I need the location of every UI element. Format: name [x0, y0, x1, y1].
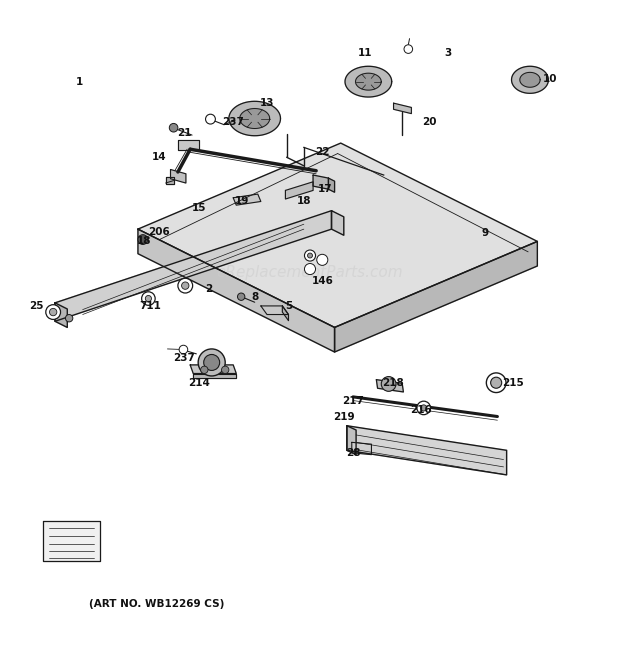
- Polygon shape: [138, 143, 538, 327]
- Circle shape: [179, 345, 188, 354]
- Circle shape: [404, 45, 413, 54]
- Polygon shape: [345, 66, 392, 97]
- Polygon shape: [347, 426, 507, 475]
- Text: 22: 22: [315, 147, 330, 157]
- Polygon shape: [512, 66, 549, 93]
- Polygon shape: [170, 169, 186, 183]
- Text: 214: 214: [188, 377, 210, 388]
- Polygon shape: [394, 103, 412, 114]
- Polygon shape: [166, 177, 174, 184]
- Polygon shape: [261, 306, 288, 315]
- Polygon shape: [332, 211, 344, 235]
- Polygon shape: [233, 194, 261, 205]
- Circle shape: [206, 114, 215, 124]
- Text: 20: 20: [423, 116, 437, 127]
- Text: 17: 17: [318, 184, 333, 194]
- Polygon shape: [55, 211, 332, 321]
- Circle shape: [178, 278, 193, 293]
- Circle shape: [486, 373, 506, 393]
- Text: 711: 711: [140, 301, 161, 311]
- Text: 237: 237: [173, 353, 195, 363]
- Text: 9: 9: [482, 229, 489, 239]
- Text: 146: 146: [311, 276, 333, 286]
- Polygon shape: [329, 178, 335, 192]
- Polygon shape: [240, 108, 270, 128]
- Circle shape: [66, 315, 73, 322]
- Text: 18: 18: [137, 237, 151, 247]
- Circle shape: [141, 292, 155, 305]
- Circle shape: [308, 253, 312, 258]
- Polygon shape: [347, 426, 356, 455]
- Circle shape: [46, 305, 61, 319]
- Text: 11: 11: [358, 48, 373, 58]
- Text: 10: 10: [542, 73, 557, 83]
- Polygon shape: [355, 73, 381, 90]
- Text: 5: 5: [285, 301, 292, 311]
- Polygon shape: [313, 175, 329, 189]
- Circle shape: [420, 405, 427, 411]
- Text: 18: 18: [296, 196, 311, 206]
- Text: 1: 1: [76, 77, 83, 87]
- Text: 25: 25: [29, 301, 44, 311]
- Polygon shape: [335, 241, 538, 352]
- Text: 3: 3: [445, 48, 452, 58]
- Circle shape: [204, 354, 219, 370]
- Polygon shape: [352, 442, 371, 455]
- Circle shape: [317, 254, 328, 265]
- Text: 215: 215: [502, 377, 524, 388]
- Polygon shape: [178, 140, 200, 151]
- Polygon shape: [55, 303, 68, 327]
- Text: 8: 8: [251, 292, 259, 301]
- Text: 21: 21: [177, 128, 192, 137]
- Circle shape: [304, 250, 316, 261]
- Text: 28: 28: [346, 448, 360, 458]
- Polygon shape: [190, 365, 236, 373]
- Circle shape: [138, 235, 148, 245]
- Text: 216: 216: [410, 405, 432, 415]
- Circle shape: [221, 366, 229, 373]
- Text: 237: 237: [222, 116, 244, 127]
- Circle shape: [198, 349, 225, 376]
- Text: 219: 219: [333, 412, 355, 422]
- Circle shape: [417, 401, 430, 414]
- Polygon shape: [229, 101, 280, 136]
- Text: 206: 206: [149, 227, 170, 237]
- Polygon shape: [520, 72, 540, 87]
- Text: 15: 15: [192, 203, 206, 213]
- Polygon shape: [285, 182, 313, 199]
- Text: eReplacementParts.com: eReplacementParts.com: [216, 264, 404, 280]
- Polygon shape: [193, 373, 236, 379]
- Text: 2: 2: [205, 284, 212, 293]
- Circle shape: [50, 309, 57, 316]
- Circle shape: [169, 124, 178, 132]
- Circle shape: [145, 295, 151, 301]
- Polygon shape: [282, 306, 288, 321]
- Polygon shape: [376, 379, 404, 392]
- Circle shape: [304, 264, 316, 274]
- Circle shape: [490, 377, 502, 388]
- Polygon shape: [43, 521, 100, 561]
- Circle shape: [381, 377, 396, 391]
- Circle shape: [201, 366, 208, 373]
- Polygon shape: [138, 229, 335, 352]
- Text: 218: 218: [382, 377, 404, 388]
- Text: 19: 19: [235, 196, 250, 206]
- Circle shape: [237, 293, 245, 300]
- Text: 217: 217: [342, 396, 364, 406]
- Circle shape: [182, 282, 189, 290]
- Text: 14: 14: [152, 152, 167, 162]
- Text: (ART NO. WB12269 CS): (ART NO. WB12269 CS): [89, 599, 224, 609]
- Text: 13: 13: [260, 98, 274, 108]
